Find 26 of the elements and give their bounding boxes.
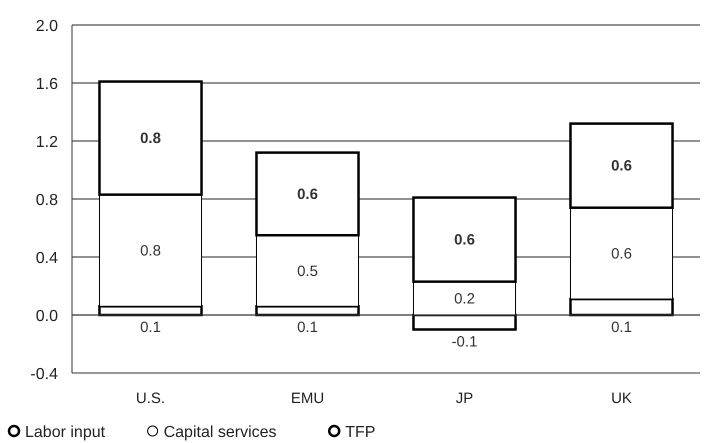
data-label: 0.6 bbox=[611, 158, 632, 175]
y-tick-label: 1.2 bbox=[36, 134, 58, 151]
legend-label: Labor input bbox=[25, 424, 106, 441]
x-tick-label: U.S. bbox=[136, 390, 166, 407]
data-label: 0.6 bbox=[454, 232, 475, 249]
data-label: 0.1 bbox=[140, 319, 161, 336]
data-label: -0.1 bbox=[452, 334, 478, 350]
y-tick-label: 1.6 bbox=[36, 76, 58, 93]
data-label: 0.6 bbox=[611, 245, 632, 262]
data-label: 0.1 bbox=[611, 319, 632, 336]
legend-label: Capital services bbox=[164, 424, 277, 441]
data-label: 0.5 bbox=[297, 262, 318, 280]
y-tick-label: 2.0 bbox=[36, 18, 58, 35]
data-label: 0.1 bbox=[297, 319, 318, 336]
y-tick-label: 0.8 bbox=[36, 192, 58, 209]
x-tick-label: JP bbox=[456, 390, 474, 407]
data-label: 0.8 bbox=[140, 130, 161, 148]
data-label: 0.8 bbox=[140, 242, 161, 260]
y-tick-label: 0.4 bbox=[36, 250, 58, 267]
data-label: 0.6 bbox=[297, 186, 318, 203]
y-tick-label: -0.4 bbox=[30, 366, 58, 383]
legend-label: TFP bbox=[345, 424, 376, 441]
y-tick-label: 0.0 bbox=[36, 308, 58, 325]
x-tick-label: EMU bbox=[290, 390, 324, 407]
x-tick-label: UK bbox=[611, 390, 632, 407]
data-label: 0.2 bbox=[454, 290, 475, 308]
